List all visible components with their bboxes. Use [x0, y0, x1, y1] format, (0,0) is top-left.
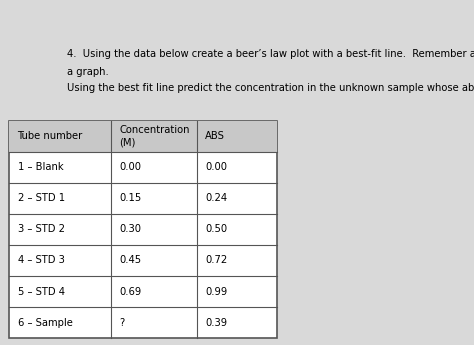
Text: 0.72: 0.72: [205, 256, 227, 265]
Text: 3 – STD 2: 3 – STD 2: [18, 225, 64, 234]
Text: 0.00: 0.00: [119, 162, 141, 172]
Text: Concentration
(M): Concentration (M): [119, 126, 190, 147]
Text: 0.30: 0.30: [119, 225, 141, 234]
Text: 0.15: 0.15: [119, 194, 142, 203]
Text: 0.00: 0.00: [205, 162, 227, 172]
Text: 6 – Sample: 6 – Sample: [18, 318, 73, 327]
Text: 4 – STD 3: 4 – STD 3: [18, 256, 64, 265]
Text: ABS: ABS: [205, 131, 225, 141]
Text: ?: ?: [119, 318, 125, 327]
Text: 0.50: 0.50: [205, 225, 227, 234]
Text: 5 – STD 4: 5 – STD 4: [18, 287, 64, 296]
Bar: [9, 121, 277, 152]
Text: Using the best fit line predict the concentration in the unknown sample whose ab: Using the best fit line predict the conc…: [66, 82, 474, 92]
Text: 0.39: 0.39: [205, 318, 227, 327]
Text: a graph.: a graph.: [66, 67, 109, 77]
Text: Tube number: Tube number: [18, 131, 83, 141]
Text: 4.  Using the data below create a beer’s law plot with a best-fit line.  Remembe: 4. Using the data below create a beer’s …: [66, 49, 474, 59]
Text: 0.99: 0.99: [205, 287, 227, 296]
Text: 2 – STD 1: 2 – STD 1: [18, 194, 64, 203]
Text: 1 – Blank: 1 – Blank: [18, 162, 63, 172]
Text: 0.45: 0.45: [119, 256, 141, 265]
Text: 0.24: 0.24: [205, 194, 227, 203]
Text: 0.69: 0.69: [119, 287, 142, 296]
